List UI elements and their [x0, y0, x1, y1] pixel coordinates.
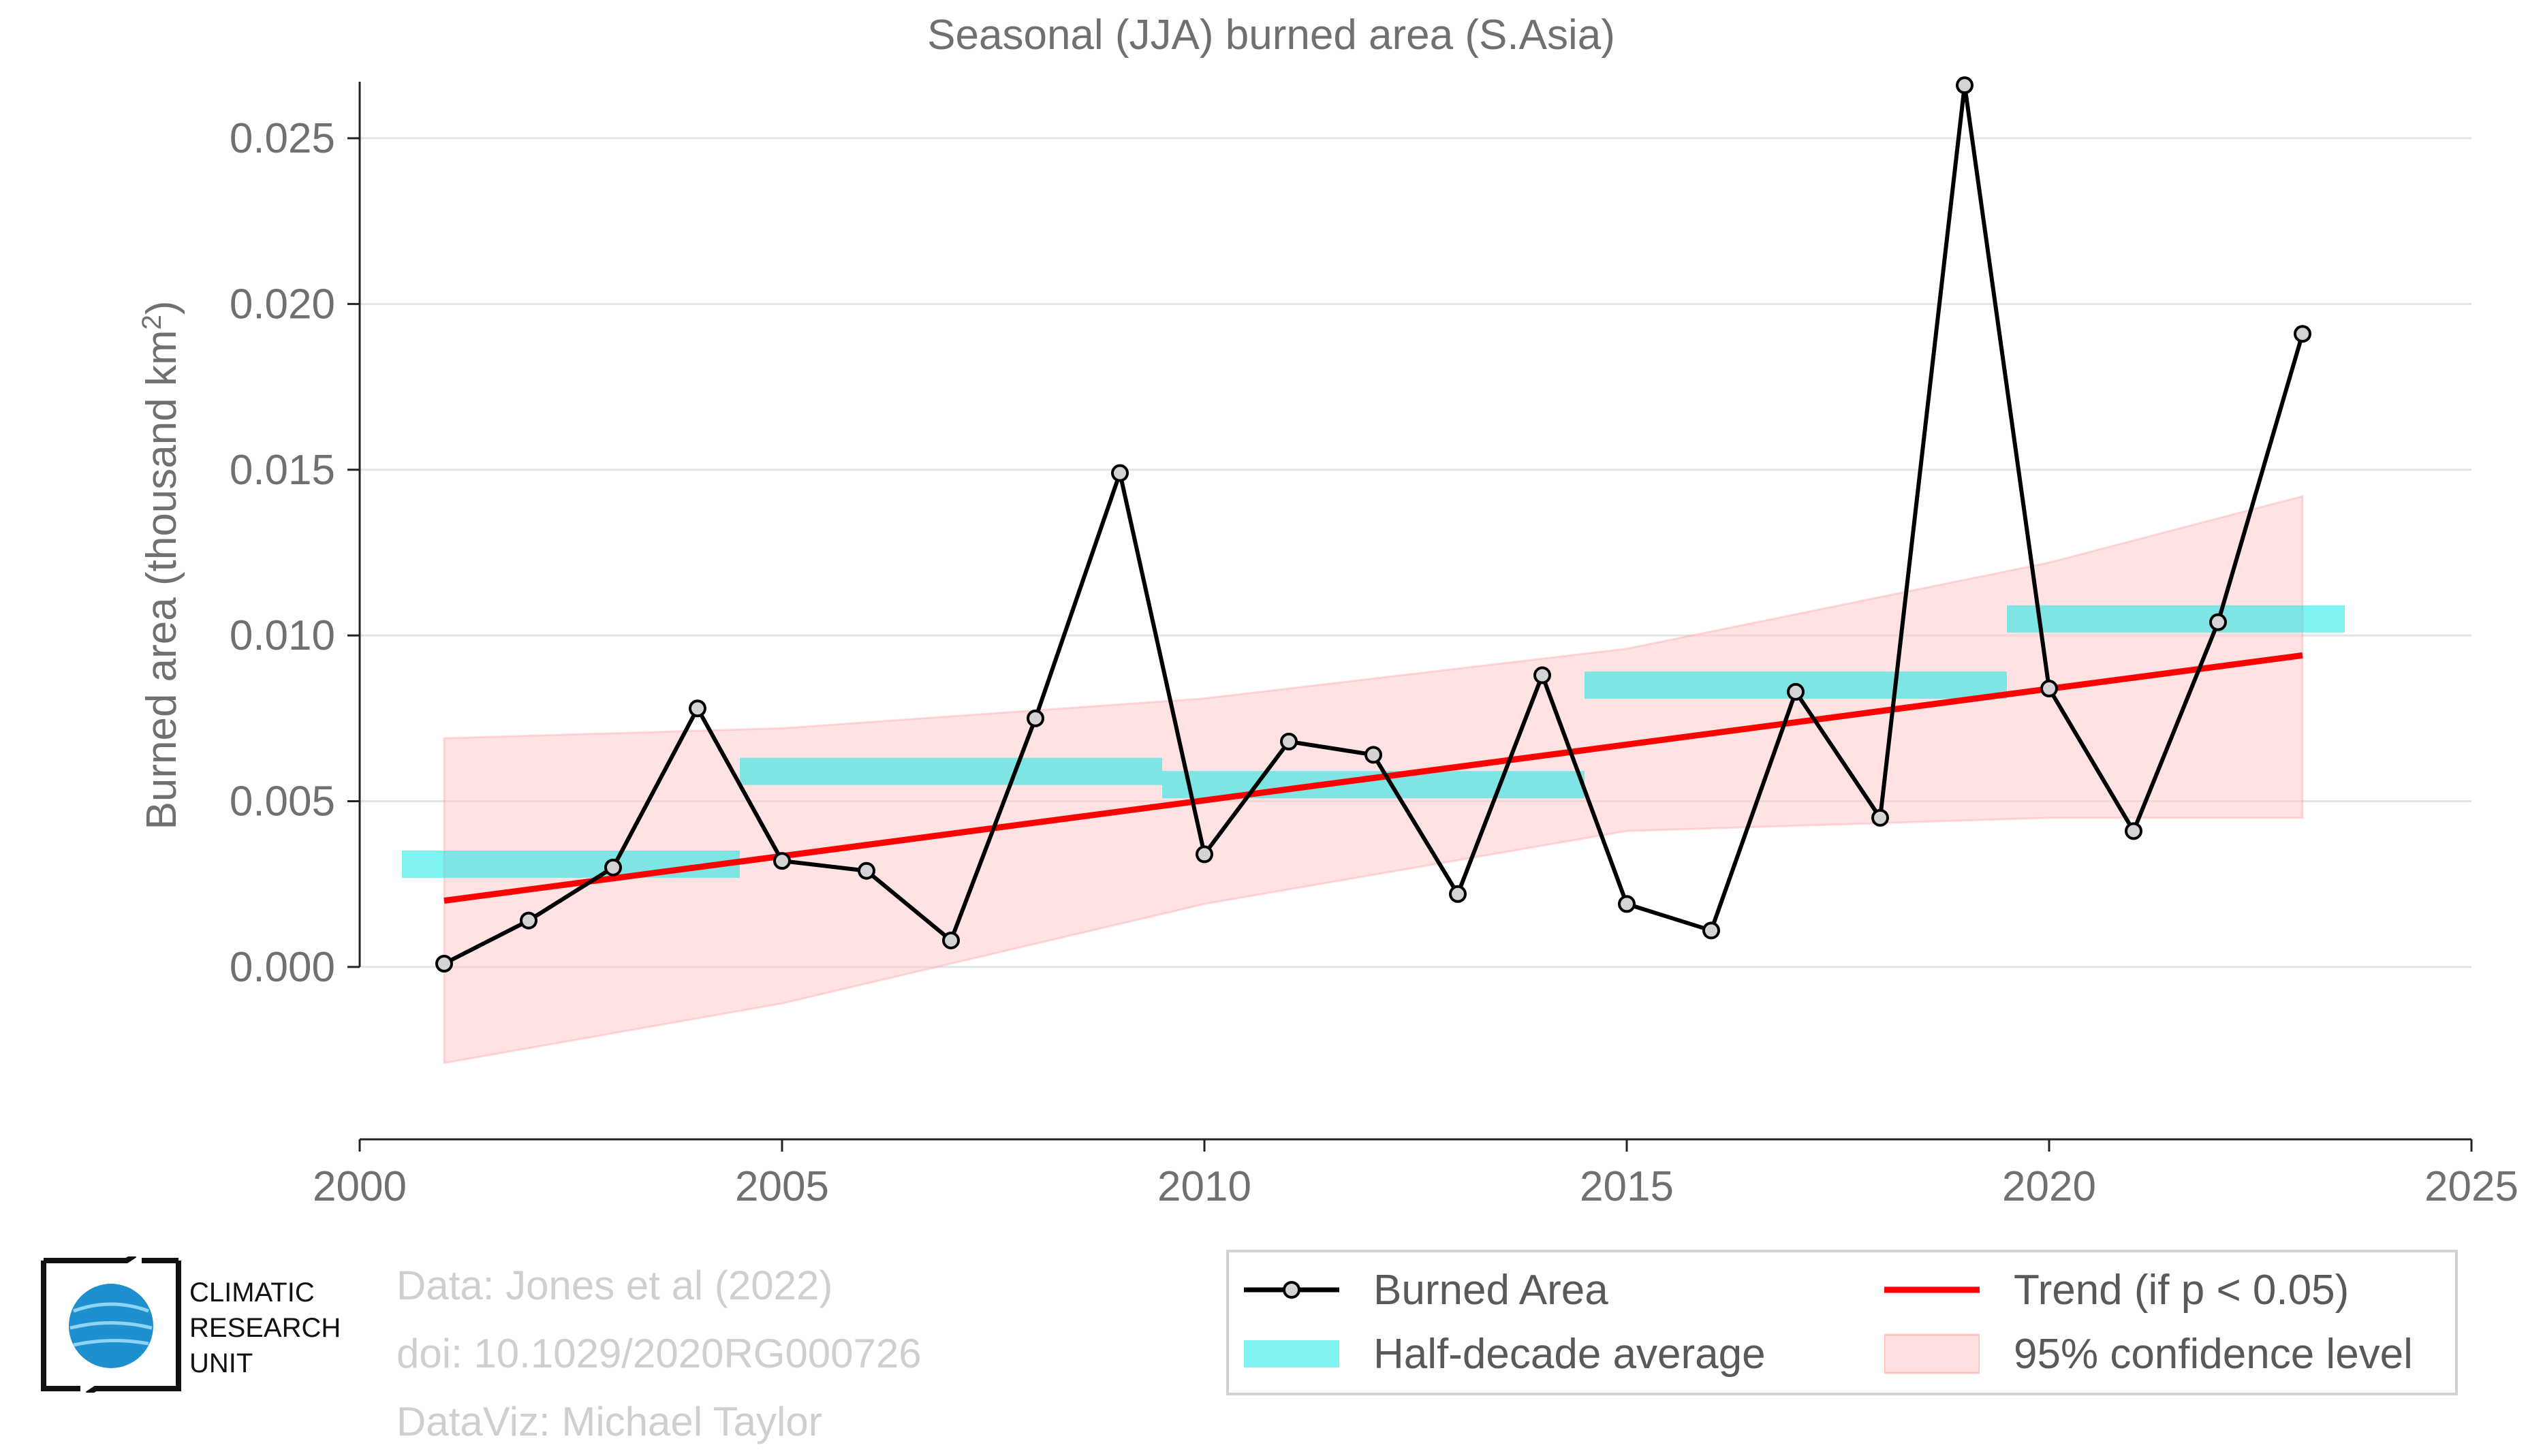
- logo-line-2: RESEARCH: [189, 1313, 341, 1343]
- credits: Data: Jones et al (2022) doi: 10.1029/20…: [396, 1252, 922, 1456]
- legend-swatch-confidence: [1884, 1333, 1980, 1374]
- half-decade-bar-4: [2007, 605, 2345, 633]
- x-tick-label-4: 2020: [2002, 1163, 2096, 1210]
- y-axis-label-sup: 2: [137, 315, 167, 330]
- burned-area-point-2018: [1871, 808, 1889, 827]
- burned-area-point-2022: [2209, 613, 2227, 631]
- burned-area-point-2003: [604, 858, 622, 876]
- legend: Burned Area Trend (if p < 0.05) Half-dec…: [1226, 1250, 2458, 1395]
- credit-data: Data: Jones et al (2022): [396, 1263, 833, 1308]
- x-tick-label-1: 2005: [735, 1163, 829, 1210]
- burned-area-point-2009: [1111, 464, 1129, 482]
- x-tick-label-2: 2010: [1157, 1163, 1251, 1210]
- y-tick-label-5: 0.025: [230, 115, 335, 162]
- y-axis-label-close: ): [138, 300, 185, 315]
- y-axis-label: Burned area (thousand km2): [137, 300, 185, 829]
- burned-area-series: [435, 76, 2311, 973]
- legend-label-half-decade: Half-decade average: [1373, 1330, 1766, 1378]
- trend-line: [443, 652, 2303, 904]
- logo-line-3: UNIT: [189, 1348, 253, 1378]
- x-tick-label-5: 2025: [2424, 1163, 2518, 1210]
- legend-label-trend: Trend (if p < 0.05): [2014, 1266, 2350, 1314]
- legend-swatch-half-decade: [1244, 1340, 1339, 1367]
- chart-title: Seasonal (JJA) burned area (S.Asia): [927, 12, 1615, 59]
- y-axis-label-main: Burned area (thousand km: [138, 330, 185, 829]
- legend-item-confidence: 95% confidence level: [1884, 1323, 2413, 1384]
- burned-area-point-2017: [1787, 682, 1805, 701]
- x-tick-label-0: 2000: [313, 1163, 407, 1210]
- legend-label-confidence: 95% confidence level: [2014, 1330, 2413, 1378]
- logo-line-1: CLIMATIC: [189, 1278, 315, 1308]
- x-tick-label-3: 2015: [1580, 1163, 1674, 1210]
- burned-area-point-2008: [1027, 709, 1044, 727]
- half-decade-bar-0: [402, 850, 740, 878]
- half-decade-bar-1: [740, 757, 1162, 785]
- legend-item-half-decade: Half-decade average: [1244, 1323, 1766, 1384]
- y-tick-label-0: 0.000: [230, 944, 335, 991]
- axes: [347, 82, 2473, 1152]
- burned-area-point-2021: [2125, 822, 2142, 840]
- credit-doi: doi: 10.1029/2020RG000726: [396, 1331, 922, 1376]
- burned-area-point-2013: [1449, 885, 1467, 903]
- burned-area-point-2001: [435, 955, 453, 973]
- x-tick-labels: 2000 2005 2010 2015 2020 2025: [313, 1163, 2518, 1210]
- burned-area-point-2012: [1364, 746, 1382, 764]
- cru-logo: [41, 1256, 181, 1393]
- burned-area-point-2015: [1618, 895, 1636, 913]
- y-tick-label-3: 0.015: [230, 447, 335, 494]
- y-tick-label-4: 0.020: [230, 281, 335, 328]
- legend-label-burned-area: Burned Area: [1373, 1266, 1608, 1314]
- burned-area-point-2020: [2040, 680, 2058, 698]
- legend-swatch-line-marker: [1244, 1281, 1339, 1299]
- burned-area-point-2005: [773, 852, 791, 870]
- y-tick-labels: 0.000 0.005 0.010 0.015 0.020 0.025: [230, 115, 335, 991]
- credit-dataviz: DataViz: Michael Taylor: [396, 1399, 822, 1444]
- burned-area-point-2006: [858, 861, 875, 880]
- cru-logo-text: CLIMATIC RESEARCH UNIT: [189, 1275, 341, 1381]
- burned-area-point-2014: [1533, 666, 1551, 684]
- burned-area-point-2004: [689, 699, 706, 718]
- half-decade-bars: [402, 605, 2345, 878]
- burned-area-point-2023: [2294, 325, 2311, 343]
- legend-swatch-trend: [1884, 1286, 1980, 1293]
- trend-line-group: [443, 652, 2303, 904]
- burned-area-point-2016: [1702, 921, 1720, 940]
- burned-area-point-2019: [1956, 76, 1973, 95]
- y-tick-label-2: 0.010: [230, 612, 335, 659]
- burned-area-point-2002: [520, 911, 537, 930]
- burned-area-point-2007: [942, 931, 960, 949]
- burned-area-point-2010: [1196, 845, 1213, 864]
- y-tick-label-1: 0.005: [230, 778, 335, 825]
- legend-item-trend: Trend (if p < 0.05): [1884, 1259, 2349, 1320]
- burned-area-point-2011: [1280, 732, 1298, 750]
- legend-item-burned-area: Burned Area: [1244, 1259, 1608, 1320]
